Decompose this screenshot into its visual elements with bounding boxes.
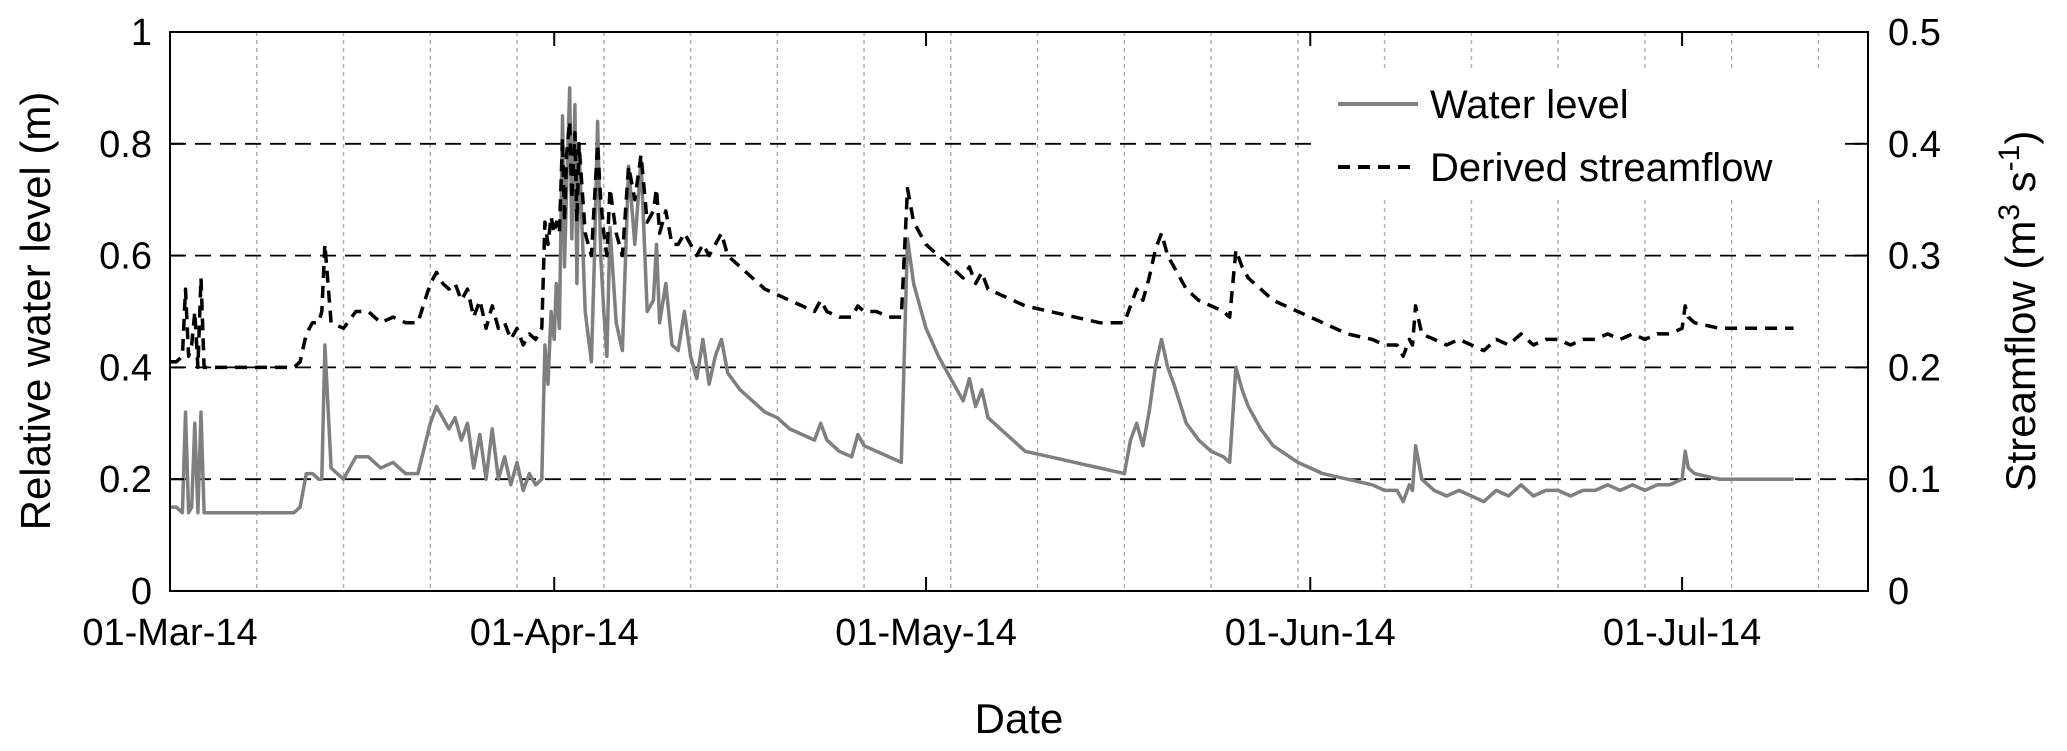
y-axis-right-title-sup2: -1 (1993, 145, 2026, 172)
minor-gridlines (256, 32, 1820, 591)
x-tick-label-2: 01-May-14 (835, 612, 1017, 654)
y-axis-right-title-sup1: 3 (1993, 204, 2026, 221)
y-axis-right-title-end: ) (1997, 131, 2044, 145)
y-axis-right-title-base: Streamflow (m (1997, 221, 2044, 492)
y-right-tick-label-0: 0 (1888, 571, 1909, 613)
y-right-tick-label-5: 0.5 (1888, 12, 1941, 54)
plot-frame (169, 31, 1869, 592)
y-left-tick-label-4: 0.8 (99, 124, 152, 166)
x-tick-label-3: 01-Jun-14 (1225, 612, 1396, 654)
series-line-1 (170, 119, 1794, 370)
x-axis-title: Date (975, 695, 1064, 742)
legend-box (1318, 72, 1838, 200)
y-left-tick-label-0: 0 (131, 571, 152, 613)
y-left-tick-label-3: 0.6 (99, 236, 152, 278)
y-right-tick-label-4: 0.4 (1888, 124, 1941, 166)
x-tick-label-4: 01-Jul-14 (1603, 612, 1761, 654)
y-right-tick-label-2: 0.2 (1888, 347, 1941, 389)
y-right-tick-label-3: 0.3 (1888, 236, 1941, 278)
x-axis: 01-Mar-14 01-Apr-14 01-May-14 01-Jun-14 01-J… (82, 32, 1761, 654)
y-left-tick-label-5: 1 (131, 12, 152, 54)
legend-label-derived-streamflow: Derived streamflow (1430, 146, 1772, 190)
y-left-tick-label-1: 0.2 (99, 459, 152, 501)
legend: Water level Derived streamflow (1318, 72, 1838, 200)
series-layer (170, 86, 1794, 515)
y-axis-right-title-mid: s (1997, 171, 2044, 204)
y-axis-right: 0 0.1 0.2 0.3 0.4 0.5 (1854, 12, 1941, 613)
y-right-tick-label-1: 0.1 (1888, 459, 1941, 501)
legend-label-water-level: Water level (1430, 83, 1629, 127)
y-axis-left-title: Relative water level (m) (12, 92, 59, 531)
y-left-tick-label-2: 0.4 (99, 347, 152, 389)
y-axis-right-title: Streamflow (m3 s-1) (1993, 131, 2044, 492)
y-axis-left: 0 0.2 0.4 0.6 0.8 1 (99, 12, 184, 613)
x-tick-label-0: 01-Mar-14 (82, 612, 257, 654)
series-line-0 (170, 86, 1794, 515)
x-tick-label-1: 01-Apr-14 (470, 612, 639, 654)
